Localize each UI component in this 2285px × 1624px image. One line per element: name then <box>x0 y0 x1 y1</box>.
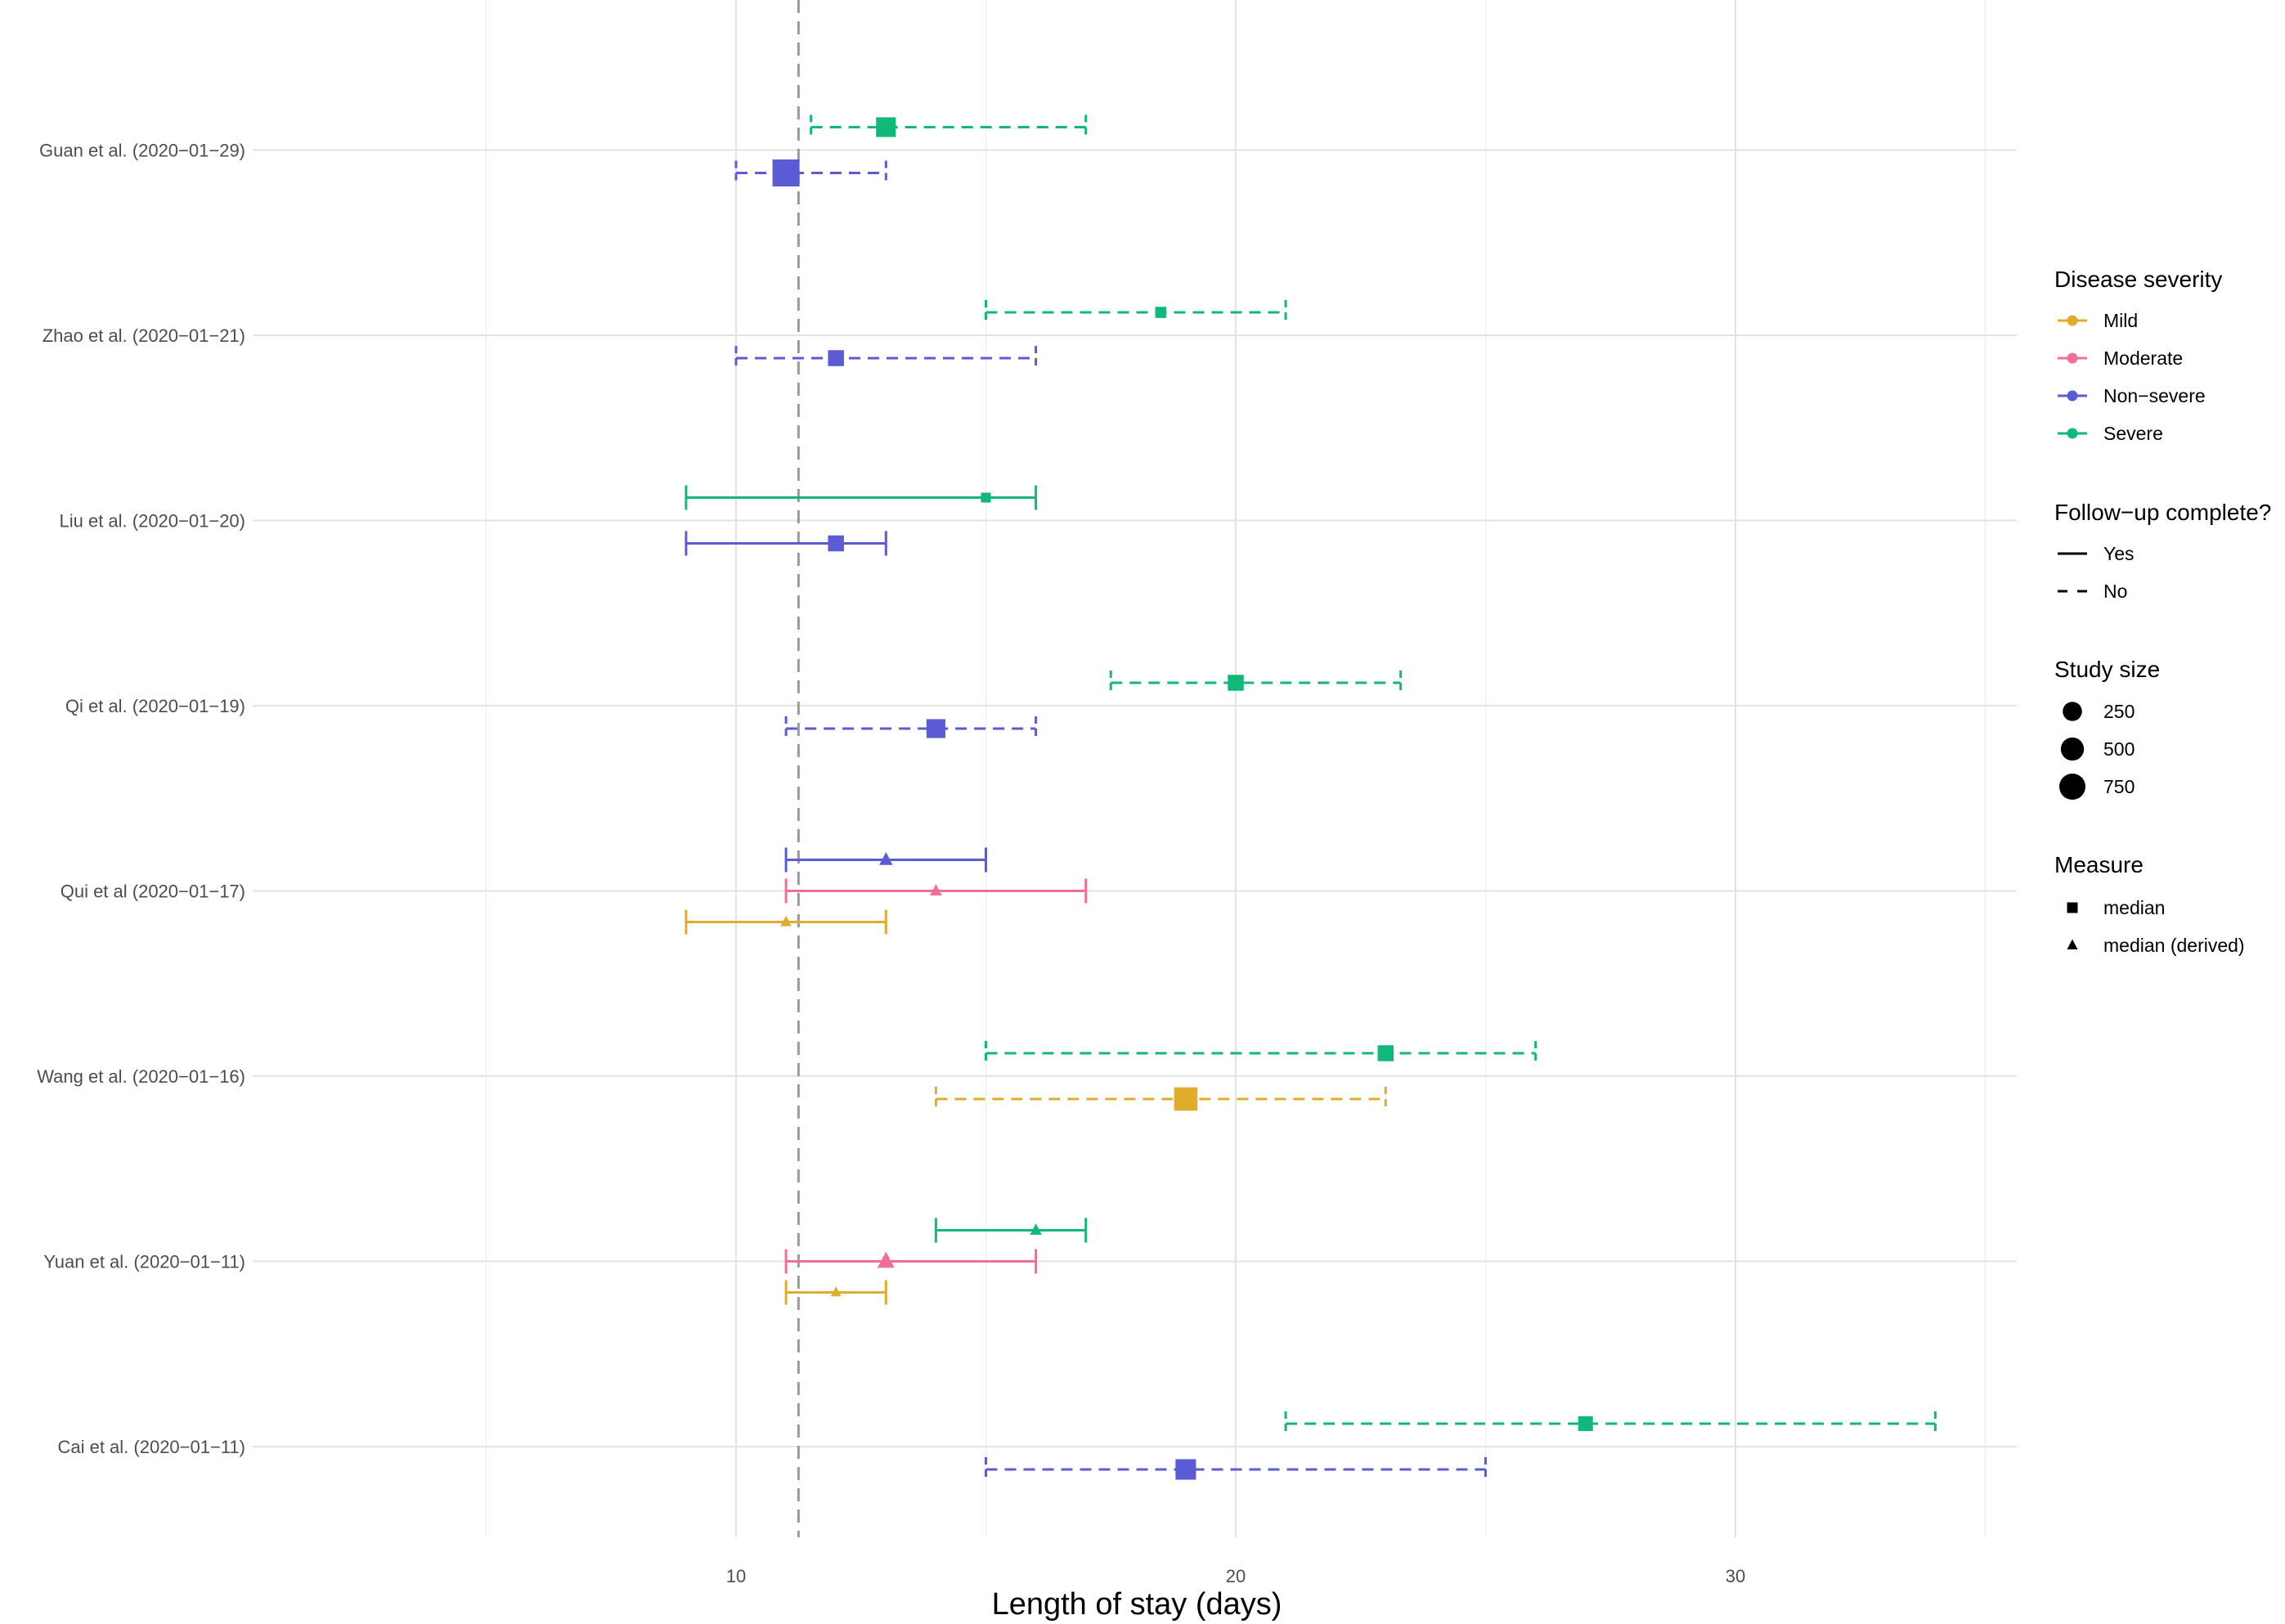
legend-label: No <box>2103 581 2127 602</box>
study-label: Qui et al (2020−01−17) <box>61 882 245 902</box>
estimate <box>784 716 1038 741</box>
median-point <box>1228 675 1244 691</box>
x-tick-label: 30 <box>1726 1566 1745 1586</box>
legend-key-shape <box>2067 939 2078 949</box>
study-label: Cai et al. (2020−01−11) <box>57 1437 245 1457</box>
legend-title-severity: Disease severity <box>2054 267 2222 292</box>
estimate <box>985 1457 1487 1482</box>
legend-label: 500 <box>2103 738 2135 760</box>
estimate <box>1284 1411 1937 1436</box>
median-point <box>1155 307 1167 318</box>
median-point <box>876 117 896 137</box>
grid-lines <box>253 0 2017 1537</box>
legend-title-followup: Follow−up complete? <box>2054 500 2271 525</box>
median-point <box>1175 1459 1196 1480</box>
x-axis-title: Length of stay (days) <box>992 1587 1282 1622</box>
estimate <box>934 1087 1387 1111</box>
legend-key-size <box>2063 702 2082 721</box>
legend-label: Moderate <box>2103 348 2183 369</box>
estimate <box>685 909 887 935</box>
median-point <box>830 1286 842 1297</box>
legend-title-measure: Measure <box>2054 852 2144 877</box>
median-point <box>981 492 991 503</box>
estimate <box>734 346 1038 370</box>
median-point <box>1578 1415 1593 1432</box>
median-point <box>877 1251 895 1268</box>
study-label: Wang et al. (2020−01−16) <box>37 1066 245 1087</box>
median-point <box>828 350 844 366</box>
median-point <box>1174 1087 1198 1111</box>
median-point <box>780 915 792 926</box>
legend-label: median <box>2103 897 2165 918</box>
estimate <box>985 300 1287 325</box>
study-labels: Cai et al. (2020−01−11) Yuan et al. (2020… <box>37 141 245 1458</box>
median-point <box>926 719 945 738</box>
x-tick-label: 20 <box>1226 1566 1246 1586</box>
estimate <box>685 531 887 556</box>
estimate <box>784 878 1088 904</box>
study-label: Guan et al. (2020−01−29) <box>39 141 245 161</box>
estimate <box>685 485 1038 510</box>
legend-label: Yes <box>2103 543 2135 564</box>
x-tick-label: 10 <box>726 1566 746 1586</box>
legend-key-size <box>2059 774 2085 800</box>
legend-key-size <box>2060 737 2085 761</box>
legend-label: 250 <box>2103 701 2135 722</box>
median-point <box>828 535 844 552</box>
legend-label: median (derived) <box>2103 935 2245 956</box>
legend-key-dot <box>2067 352 2078 364</box>
median-point <box>879 852 893 865</box>
legend-key-shape <box>2067 902 2078 913</box>
estimate <box>985 1041 1538 1065</box>
estimate <box>784 1249 1038 1274</box>
legend-label: 750 <box>2103 776 2135 797</box>
median-point <box>772 159 800 186</box>
legend-title-size: Study size <box>2054 657 2160 682</box>
legend-label: Non−severe <box>2103 385 2206 406</box>
legend-key-dot <box>2067 390 2078 402</box>
median-point <box>1377 1045 1394 1061</box>
estimate <box>734 159 887 186</box>
legend-key-dot <box>2067 315 2078 326</box>
estimate <box>1109 671 1403 695</box>
estimate-marks <box>685 114 1937 1482</box>
study-label: Zhao et al. (2020−01−21) <box>43 325 245 346</box>
study-label: Liu et al. (2020−01−20) <box>59 511 245 532</box>
median-point <box>1030 1223 1042 1236</box>
study-label: Qi et al. (2020−01−19) <box>65 696 245 716</box>
estimate <box>784 847 987 873</box>
estimate <box>784 1280 887 1305</box>
median-point <box>930 884 942 896</box>
legend-key-dot <box>2067 428 2078 439</box>
estimate <box>810 114 1088 140</box>
legend-label: Severe <box>2103 423 2163 444</box>
x-axis: Length of stay (days) 10 20 30 <box>726 1566 1745 1622</box>
legend: Disease severity Mild Moderate Non−severe Se… <box>2054 267 2271 956</box>
study-label: Yuan et al. (2020−01−11) <box>43 1252 245 1272</box>
estimate <box>934 1218 1088 1243</box>
legend-label: Mild <box>2103 310 2138 331</box>
